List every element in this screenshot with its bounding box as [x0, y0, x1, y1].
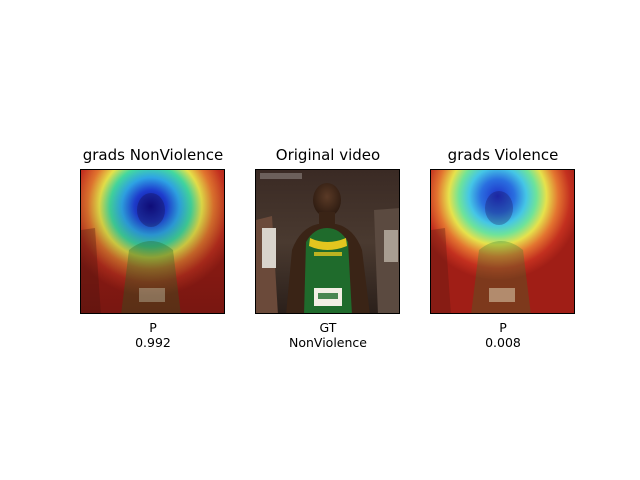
prediction-caption: P 0.992	[73, 320, 233, 350]
video-frame-sprinter	[256, 170, 399, 313]
ground-truth-value: NonViolence	[289, 335, 367, 350]
heatmap-image	[430, 169, 575, 314]
heatmap-image	[80, 169, 225, 314]
ground-truth-caption: GT NonViolence	[248, 320, 408, 350]
gradcam-heatmap-nonviolence	[81, 170, 224, 313]
ground-truth-label: GT	[319, 320, 337, 335]
prediction-label: P	[499, 320, 507, 335]
prediction-caption: P 0.008	[423, 320, 583, 350]
video-frame-image	[255, 169, 400, 314]
panel-original-video: Original video	[248, 0, 408, 480]
prediction-value: 0.992	[135, 335, 171, 350]
panel-title: grads NonViolence	[82, 146, 224, 164]
prediction-value: 0.008	[485, 335, 521, 350]
panel-grads-nonviolence: grads NonViolence	[73, 0, 233, 480]
prediction-label: P	[149, 320, 157, 335]
panel-title: grads Violence	[447, 146, 559, 164]
gradcam-heatmap-violence	[431, 170, 574, 313]
panel-grads-violence: grads Violence P 0	[423, 0, 583, 480]
panel-title: Original video	[275, 146, 381, 164]
